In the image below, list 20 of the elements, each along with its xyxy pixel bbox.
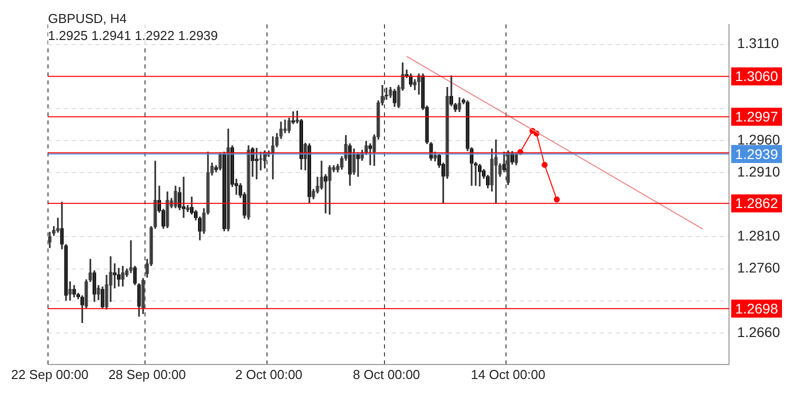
ref-line-label: 1.2939: [735, 146, 778, 162]
chart-subtitle: 1.2925 1.2941 1.2922 1.2939: [48, 27, 218, 44]
x-tick-label: 28 Sep 00:00: [108, 366, 186, 382]
y-tick-label: 1.2660: [737, 324, 780, 340]
y-tick-label: 1.2910: [737, 163, 780, 180]
y-tick-label: 1.2810: [737, 228, 780, 244]
ref-line-label: 1.2862: [735, 195, 778, 212]
y-tick-label: 1.2760: [737, 260, 780, 276]
x-tick-label: 8 Oct 00:00: [352, 366, 420, 382]
x-tick-label: 2 Oct 00:00: [235, 366, 302, 382]
point: [542, 162, 548, 168]
y-tick-label: 1.2960: [737, 131, 780, 148]
ref-line-label: 1.2698: [735, 300, 778, 316]
chart-title: GBPUSD, H4: [48, 10, 128, 27]
ref-line-label: 1.2997: [735, 108, 778, 125]
point: [554, 196, 560, 203]
ref-line-label: 1.3060: [735, 68, 778, 84]
x-tick-label: 22 Sep 00:00: [11, 366, 88, 382]
x-tick-label: 14 Oct 00:00: [470, 366, 546, 382]
y-tick-label: 1.3110: [737, 35, 780, 52]
